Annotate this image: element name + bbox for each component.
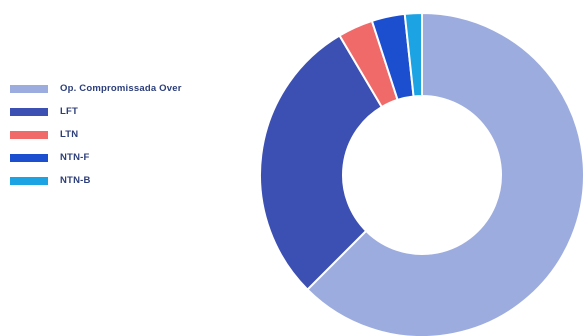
legend-label: LTN	[60, 129, 79, 140]
legend-item: Op. Compromissada Over	[10, 84, 182, 94]
legend-swatch	[10, 177, 48, 185]
legend-swatch	[10, 131, 48, 139]
donut-slice-lft	[259, 34, 384, 291]
legend-swatch	[10, 108, 48, 116]
legend-item: NTN-B	[10, 176, 182, 186]
legend-swatch	[10, 154, 48, 162]
legend-item: LTN	[10, 130, 182, 140]
legend-label: LFT	[60, 106, 79, 117]
legend-label: NTN-F	[60, 152, 90, 163]
donut-slice-op-compromissada-over	[306, 11, 585, 336]
legend-label: NTN-B	[60, 175, 91, 186]
legend-item: NTN-F	[10, 153, 182, 163]
legend-swatch	[10, 85, 48, 93]
chart-legend: Op. Compromissada Over LFT LTN NTN-F NTN-B	[10, 84, 182, 199]
donut-slice-ntn-b	[403, 11, 423, 98]
legend-label: Op. Compromissada Over	[60, 83, 182, 94]
legend-item: LFT	[10, 107, 182, 117]
